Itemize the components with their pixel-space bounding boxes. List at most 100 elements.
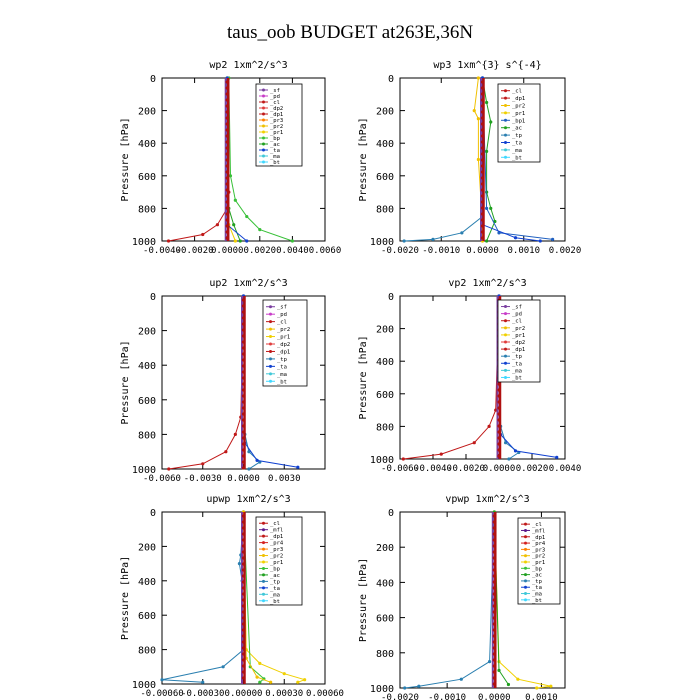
legend-entry: _tp	[270, 579, 280, 585]
legend-marker	[504, 312, 507, 316]
legend-marker	[524, 579, 527, 583]
legend-entry: _dp2	[512, 340, 525, 346]
zero-bundle-point	[225, 230, 229, 234]
series-point	[233, 198, 237, 202]
series-point	[296, 465, 300, 469]
legend-entry: _ma	[270, 592, 280, 598]
zero-bundle-point	[497, 406, 501, 410]
series-point	[459, 677, 463, 681]
zero-bundle-point	[492, 652, 496, 656]
legend: _cl_mfl_dp1_pr4_pr3_pr2_pr1_bp_ac_tp_ta_…	[255, 516, 303, 606]
legend-entry: _pr2	[512, 104, 525, 110]
zero-bundle-point	[492, 538, 496, 542]
legend-entry: _bt	[277, 379, 287, 385]
zero-bundle-point	[241, 394, 246, 398]
legend-marker	[262, 130, 265, 134]
legend-entry: _pr2	[532, 554, 545, 560]
series-point	[166, 239, 171, 243]
series-line-dp1	[403, 295, 500, 460]
legend-marker	[504, 333, 507, 337]
zero-bundle-point	[241, 658, 246, 662]
zero-bundle-point	[241, 328, 246, 332]
x-tick-label: -0.0060	[143, 474, 181, 484]
zero-bundle-point	[241, 316, 246, 320]
legend-marker	[504, 104, 507, 107]
zero-bundle-point	[241, 436, 246, 440]
zero-bundle-point	[225, 236, 229, 240]
zero-bundle-point	[241, 514, 246, 518]
zero-bundle-point	[241, 352, 246, 356]
legend-entry: _dp1	[512, 96, 525, 102]
legend-marker	[504, 141, 507, 144]
legend-entry: _ta	[270, 586, 280, 592]
legend-entry: _pr1	[277, 335, 290, 341]
zero-bundle-point	[480, 116, 485, 120]
y-tick-label: 0	[388, 292, 394, 303]
zero-bundle-point	[241, 532, 246, 536]
series-point	[507, 457, 511, 461]
x-tick-label: 0.0040	[549, 464, 582, 474]
y-tick-label: 600	[376, 172, 394, 183]
legend-entry: _dp1	[277, 349, 290, 355]
series-point	[472, 109, 476, 113]
legend-entry: _dp1	[270, 112, 283, 118]
y-tick-label: 400	[138, 139, 156, 150]
legend-entry: _pr1	[532, 560, 545, 566]
legend-marker	[524, 566, 527, 570]
legend-entry: _tp	[277, 357, 287, 363]
zero-bundle-point	[225, 110, 229, 114]
zero-bundle-point	[492, 658, 496, 662]
legend-entry: _tp	[512, 133, 522, 139]
legend-entry: _pr4	[270, 541, 284, 547]
series-point	[201, 680, 205, 684]
zero-bundle-point	[225, 158, 229, 162]
legend-marker	[524, 585, 527, 589]
series-point	[221, 665, 225, 669]
legend-entry: _ma	[270, 154, 280, 160]
y-tick-label: 600	[138, 172, 156, 183]
zero-bundle-point	[225, 86, 229, 90]
zero-bundle-point	[241, 364, 246, 368]
series-point	[247, 450, 251, 454]
series-point	[269, 680, 273, 684]
chart-panel-1: wp2 1xm^2/s^3 Pressure [hPa] 0 200 400 600 800…	[120, 60, 341, 256]
y-axis-label: Pressure [hPa]	[358, 558, 369, 642]
series-point	[489, 120, 493, 124]
y-tick-label: 400	[138, 361, 156, 372]
series-line-tp	[161, 511, 245, 683]
legend-marker	[269, 364, 272, 368]
legend-marker	[504, 133, 507, 137]
zero-bundle-point	[492, 640, 496, 644]
zero-bundle-point	[497, 436, 501, 440]
legend: _cl_mfl_dp1_pr4_pr3_pr2_pr1_bp_ac_tp_ta_…	[517, 517, 561, 605]
x-tick-label: 0.0010	[507, 246, 540, 256]
zero-bundle-point	[241, 616, 246, 620]
zero-bundle-point	[241, 418, 246, 422]
zero-bundle-point	[241, 574, 246, 578]
zero-bundle-point	[480, 104, 485, 108]
zero-bundle-point	[241, 634, 246, 638]
series-line-ac	[482, 77, 496, 242]
y-tick-label: 400	[376, 578, 394, 589]
zero-bundle-point	[492, 664, 496, 668]
zero-bundle-point	[225, 122, 229, 126]
series-point	[476, 76, 480, 80]
legend-entry: _pr2	[277, 327, 290, 333]
legend-marker	[504, 126, 507, 130]
series-point	[487, 660, 492, 664]
zero-bundle-point	[241, 334, 246, 338]
legend-marker	[504, 111, 507, 115]
zero-bundle-point	[241, 376, 246, 380]
x-tick-label: 0.0010	[525, 693, 558, 700]
y-tick-label: 800	[376, 649, 394, 660]
legend-entry: _cl	[512, 89, 522, 95]
series-point	[538, 239, 542, 243]
zero-bundle-point	[241, 646, 246, 650]
series-point	[551, 237, 555, 241]
legend-marker	[262, 154, 265, 158]
zero-bundle-point	[241, 568, 246, 572]
y-tick-label: 800	[138, 646, 156, 657]
x-tick-label: 0.0020	[244, 246, 277, 256]
zero-bundle-point	[492, 676, 496, 680]
zero-bundle-point	[241, 298, 246, 302]
